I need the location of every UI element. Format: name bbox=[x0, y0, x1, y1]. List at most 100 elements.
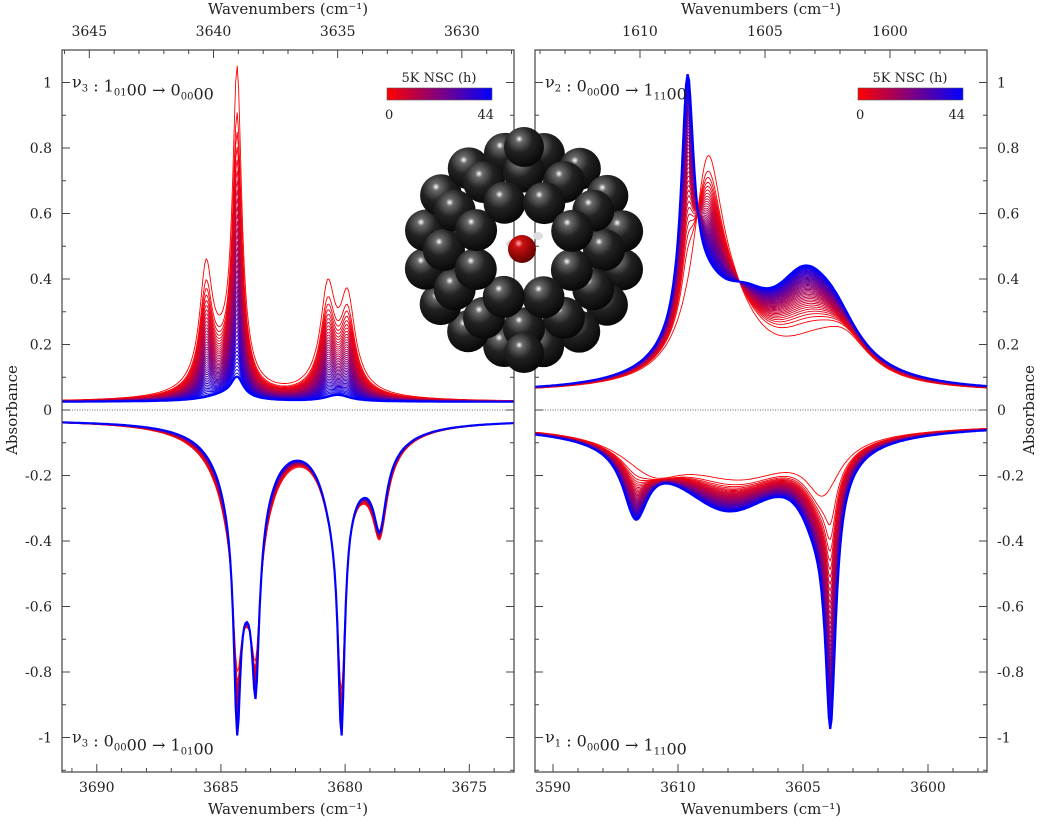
label-part-mode: ν bbox=[72, 73, 82, 92]
lower-spectrum-curve-42 bbox=[535, 429, 987, 724]
y-tick-label: 0.8 bbox=[997, 141, 1019, 157]
carbon-atom bbox=[583, 229, 625, 271]
oxygen-atom bbox=[508, 235, 536, 263]
lower-spectrum-curve-33 bbox=[535, 429, 987, 697]
y-tick-label: -0.6 bbox=[997, 600, 1024, 616]
y-tick-label: 0.6 bbox=[30, 207, 52, 223]
carbon-atom bbox=[522, 276, 565, 319]
carbon-atom bbox=[454, 248, 497, 291]
label-part-arrow: → bbox=[620, 81, 644, 100]
label-part-from_sub: 00 bbox=[587, 743, 600, 754]
label-part-mode_sub: 2 bbox=[555, 84, 561, 95]
label-part-to_sub: 11 bbox=[654, 92, 667, 103]
bottom-x-axis-label: Wavenumbers (cm⁻¹) bbox=[208, 800, 368, 818]
bottom-x-tick-label: 3610 bbox=[660, 780, 696, 796]
upper-spectrum-curve-44 bbox=[535, 73, 987, 388]
lower-spectrum-curve-23 bbox=[535, 429, 987, 663]
lower-spectrum-curve-27 bbox=[535, 429, 987, 677]
label-part-sep: : bbox=[88, 77, 104, 96]
lower-spectrum-curve-21 bbox=[62, 422, 514, 722]
lower-spectrum-curve-31 bbox=[535, 429, 987, 691]
lower-spectrum-curve-15 bbox=[535, 429, 987, 629]
lower-spectrum-curve-26 bbox=[535, 429, 987, 674]
lower-spectrum-curve-39 bbox=[535, 429, 987, 715]
y-axis-label-right: Absorbance bbox=[1020, 365, 1038, 456]
carbon-atom bbox=[523, 182, 566, 225]
label-part-from: 0 bbox=[577, 732, 587, 751]
lower-spectrum-curve-21 bbox=[535, 429, 987, 655]
bottom-x-tick-label: 3605 bbox=[785, 780, 821, 796]
label-part-to_sub: 11 bbox=[654, 747, 667, 758]
y-tick-label: -0.8 bbox=[25, 665, 52, 681]
lower-spectrum-curve-34 bbox=[535, 429, 987, 700]
top-x-tick-label: 3640 bbox=[196, 24, 232, 40]
label-part-from_tail: 00 bbox=[127, 736, 147, 755]
colorbar-max-label: 44 bbox=[477, 108, 494, 123]
y-tick-label: -1 bbox=[38, 731, 52, 747]
label-part-from_sub: 00 bbox=[587, 88, 600, 99]
label-part-to_tail: 00 bbox=[666, 85, 686, 104]
colorbar-min-label: 0 bbox=[385, 108, 393, 123]
label-part-from: 0 bbox=[577, 77, 587, 96]
label-part-from: 0 bbox=[104, 732, 114, 751]
y-tick-label: 0.8 bbox=[30, 141, 52, 157]
label-part-from_tail: 00 bbox=[600, 736, 620, 755]
lower-spectrum-curve-29 bbox=[535, 429, 987, 684]
upper-spectrum-curve-0 bbox=[535, 154, 987, 389]
top-x-tick-label: 3630 bbox=[444, 24, 480, 40]
lower-spectrum-curve-36 bbox=[535, 429, 987, 707]
lower-spectrum-curve-30 bbox=[535, 429, 987, 688]
bottom-x-tick-label: 3685 bbox=[203, 780, 239, 796]
label-part-from: 1 bbox=[104, 77, 114, 96]
carbon-atom bbox=[551, 209, 594, 252]
lower-spectrum-curve-24 bbox=[535, 429, 987, 667]
label-part-mode_sub: 3 bbox=[82, 84, 88, 95]
carbon-atom bbox=[482, 275, 525, 318]
bottom-x-tick-label: 3590 bbox=[535, 780, 571, 796]
colorbar-max-label: 44 bbox=[948, 108, 965, 123]
lower-spectrum-curve-38 bbox=[535, 429, 987, 713]
y-tick-label: -0.4 bbox=[997, 534, 1024, 550]
transition-label-lower: ν1 : 00000 → 11100 bbox=[545, 728, 687, 759]
lower-spectrum-curve-22 bbox=[535, 429, 987, 659]
label-part-from_tail: 00 bbox=[127, 81, 147, 100]
label-part-to: 1 bbox=[644, 81, 654, 100]
y-tick-label: 0.2 bbox=[997, 338, 1019, 354]
lower-spectrum-curve-32 bbox=[535, 429, 987, 694]
lower-spectrum-curve-40 bbox=[535, 429, 987, 718]
label-part-mode: ν bbox=[545, 73, 555, 92]
colorbar-legend: 5K NSC (h) 0 44 bbox=[856, 71, 965, 123]
lower-spectrum-curve-14 bbox=[535, 429, 987, 625]
top-x-tick-label: 1605 bbox=[747, 24, 783, 40]
carbon-atom bbox=[504, 333, 544, 373]
transition-label-lower: ν3 : 00000 → 10100 bbox=[72, 728, 214, 759]
bottom-x-tick-label: 3690 bbox=[79, 780, 115, 796]
lower-spectrum-curve-28 bbox=[535, 429, 987, 681]
label-part-to_tail: 00 bbox=[193, 85, 213, 104]
label-part-mode_sub: 3 bbox=[82, 739, 88, 750]
lower-spectrum-curve-18 bbox=[535, 429, 987, 643]
bottom-x-axis-label: Wavenumbers (cm⁻¹) bbox=[681, 800, 841, 818]
y-tick-label: -0.8 bbox=[997, 665, 1024, 681]
top-x-axis-label: Wavenumbers (cm⁻¹) bbox=[681, 0, 841, 18]
label-part-mode: ν bbox=[545, 728, 555, 747]
lower-spectrum-curve-41 bbox=[535, 429, 987, 721]
left-panel-spectra bbox=[62, 65, 514, 736]
y-tick-label: -0.2 bbox=[997, 469, 1024, 485]
top-x-tick-label: 3645 bbox=[71, 24, 107, 40]
label-part-to_sub: 01 bbox=[181, 747, 194, 758]
y-tick-label: -0.2 bbox=[25, 469, 52, 485]
axes: -1 -0.8 -0.6 -0.4 -0.2 0 0.2 0.4 0.6 0.8 1 3690 3685… bbox=[25, 0, 1024, 818]
y-tick-label: 0.6 bbox=[997, 207, 1019, 223]
label-part-to_sub: 00 bbox=[181, 92, 194, 103]
carbon-atom bbox=[483, 181, 526, 224]
lower-spectrum-curve-0 bbox=[535, 427, 987, 497]
y-tick-label: -1 bbox=[997, 731, 1011, 747]
hydrogen-atom bbox=[533, 232, 543, 240]
carbon-atom bbox=[455, 209, 498, 252]
label-part-from_tail: 00 bbox=[600, 81, 620, 100]
panel-frame-right bbox=[534, 49, 988, 773]
label-part-to: 1 bbox=[171, 736, 181, 755]
lower-spectrum-curve-16 bbox=[535, 429, 987, 634]
right-panel-spectra bbox=[535, 73, 987, 730]
